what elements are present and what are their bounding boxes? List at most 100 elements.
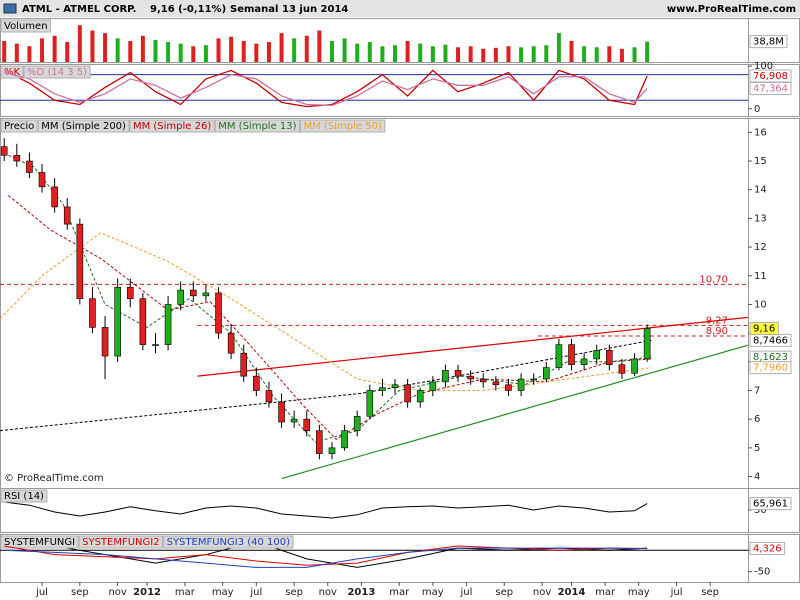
value-label: 4,326 [753, 543, 782, 554]
value-label: 9,16 [753, 324, 775, 335]
value-label-box [749, 82, 792, 96]
header-icon [3, 3, 17, 14]
volume-bar [645, 41, 650, 62]
candle-body [126, 286, 134, 299]
candle-body [391, 384, 399, 388]
candle-body [240, 352, 248, 377]
candle-body [202, 292, 210, 297]
x-tick-label: nov [108, 587, 126, 598]
volume-bar [27, 46, 32, 62]
panel-frame [0, 118, 749, 489]
value-label: 65,961 [753, 499, 788, 510]
header-bar [0, 0, 800, 17]
candle-body [606, 350, 613, 365]
volume-bar [569, 41, 574, 62]
x-tick-label: 2012 [133, 587, 161, 598]
legend-entry-box [0, 535, 79, 549]
legend-entry-box [300, 119, 386, 133]
trendline [197, 316, 749, 377]
volume-bar [77, 25, 82, 62]
volume-bar [128, 41, 133, 62]
value-label: 7,7960 [753, 363, 788, 374]
candle-body [580, 358, 588, 365]
volume-bar [632, 47, 637, 62]
volume-bar [506, 46, 511, 62]
volume-bar [481, 48, 486, 62]
y-tick-label: 50 [754, 505, 767, 516]
volume-bar [430, 46, 435, 62]
volume-bar [266, 42, 271, 62]
x-tick-label: 2013 [347, 587, 375, 598]
candle-body [13, 154, 21, 162]
moving-average [0, 339, 652, 432]
x-tick-label: nov [319, 587, 337, 598]
x-tick-label: mar [175, 587, 196, 598]
legend-entry-box [214, 119, 301, 133]
volume-bar [456, 47, 461, 62]
volume-bar [531, 46, 536, 62]
y-tick-label: -50 [754, 567, 770, 578]
candle-body [265, 390, 273, 403]
y-tick-label: 11 [754, 271, 767, 282]
legend-entry-box [163, 535, 294, 549]
candle-body [101, 327, 109, 357]
y-tick-label: 6 [754, 414, 760, 425]
y-tick-label: 4 [754, 472, 760, 483]
candle-body [139, 298, 147, 345]
candle-body [492, 381, 500, 386]
candle-body [542, 367, 550, 380]
candle-body [517, 378, 525, 391]
legend-entry-box [37, 119, 130, 133]
x-tick-label: jul [35, 587, 48, 598]
candle-body [89, 298, 96, 328]
y-tick-label: 0 [754, 104, 760, 115]
candle-body [366, 390, 374, 417]
volume-bar [103, 33, 108, 62]
fungi-line [4, 547, 648, 568]
volume-bar [493, 47, 498, 62]
volume-bar [40, 38, 45, 62]
y-tick-label: 15 [754, 156, 767, 167]
candle-body [404, 384, 411, 403]
volume-bar [367, 42, 372, 62]
x-tick-label: sep [701, 587, 719, 598]
volume-bar [178, 43, 183, 62]
volume-bar [519, 47, 524, 62]
panel-label: Volumen [4, 21, 48, 32]
candle-body [442, 370, 449, 383]
x-tick-label: may [628, 587, 650, 598]
volume-bar [380, 46, 385, 62]
value-label: 8,7466 [753, 335, 788, 346]
candle-body [454, 370, 462, 377]
candle-body [164, 304, 172, 345]
x-tick-label: may [212, 587, 234, 598]
volume-bar [355, 43, 360, 62]
volume-bar [2, 41, 7, 62]
y-tick-label: 100 [754, 61, 773, 72]
x-tick-label: jul [249, 587, 262, 598]
panel-label-box [0, 19, 52, 33]
candle-body [379, 387, 386, 391]
legend-entry: MM (Simple 26) [133, 121, 211, 132]
y-tick-label: 14 [754, 185, 767, 196]
moving-average [0, 232, 652, 391]
level-label: 8,90 [706, 326, 728, 337]
volume-bar [556, 33, 561, 62]
candle-body [0, 146, 8, 156]
volume-bar [443, 44, 448, 62]
trendline [281, 344, 749, 480]
candle-body [631, 358, 638, 374]
candle-body [51, 186, 58, 208]
value-label: 8,1623 [753, 352, 788, 363]
candle-body [416, 390, 424, 403]
candle-body [253, 375, 260, 391]
value-label-box [749, 541, 786, 555]
candle-body [618, 364, 626, 374]
stochastic-line [4, 71, 648, 106]
x-tick-label: sep [285, 587, 303, 598]
legend-entry: MM (Simple 13) [218, 121, 296, 132]
copyright: © ProRealTime.com [4, 473, 104, 484]
period: Semanal [230, 4, 278, 15]
